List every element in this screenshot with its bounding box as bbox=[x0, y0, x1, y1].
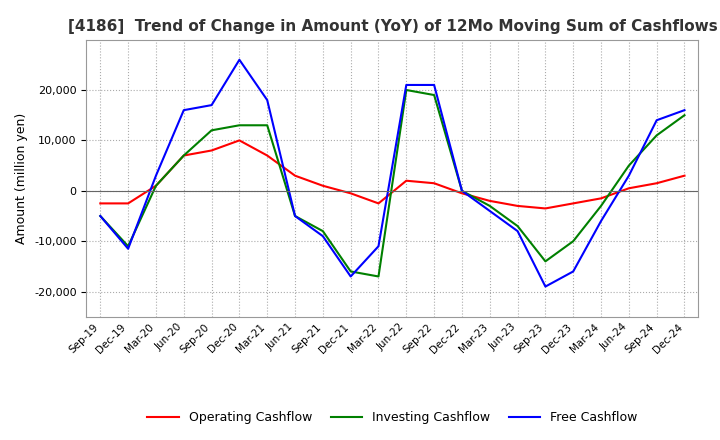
Free Cashflow bbox=[680, 107, 689, 113]
Free Cashflow bbox=[541, 284, 550, 289]
Investing Cashflow bbox=[680, 113, 689, 118]
Operating Cashflow bbox=[485, 198, 494, 204]
Operating Cashflow bbox=[541, 206, 550, 211]
Free Cashflow bbox=[624, 173, 633, 178]
Investing Cashflow bbox=[179, 153, 188, 158]
Investing Cashflow bbox=[597, 203, 606, 209]
Line: Investing Cashflow: Investing Cashflow bbox=[100, 90, 685, 276]
Operating Cashflow bbox=[430, 180, 438, 186]
Investing Cashflow bbox=[235, 123, 243, 128]
Operating Cashflow bbox=[597, 196, 606, 201]
Free Cashflow bbox=[96, 213, 104, 219]
Free Cashflow bbox=[152, 173, 161, 178]
Legend: Operating Cashflow, Investing Cashflow, Free Cashflow: Operating Cashflow, Investing Cashflow, … bbox=[143, 406, 642, 429]
Operating Cashflow bbox=[374, 201, 383, 206]
Title: [4186]  Trend of Change in Amount (YoY) of 12Mo Moving Sum of Cashflows: [4186] Trend of Change in Amount (YoY) o… bbox=[68, 19, 717, 34]
Investing Cashflow bbox=[96, 213, 104, 219]
Investing Cashflow bbox=[541, 259, 550, 264]
Investing Cashflow bbox=[374, 274, 383, 279]
Operating Cashflow bbox=[513, 203, 522, 209]
Investing Cashflow bbox=[652, 133, 661, 138]
Operating Cashflow bbox=[96, 201, 104, 206]
Line: Free Cashflow: Free Cashflow bbox=[100, 60, 685, 286]
Y-axis label: Amount (million yen): Amount (million yen) bbox=[16, 113, 29, 244]
Operating Cashflow bbox=[235, 138, 243, 143]
Operating Cashflow bbox=[152, 183, 161, 188]
Free Cashflow bbox=[402, 82, 410, 88]
Free Cashflow bbox=[318, 234, 327, 239]
Investing Cashflow bbox=[152, 183, 161, 188]
Investing Cashflow bbox=[402, 88, 410, 93]
Operating Cashflow bbox=[124, 201, 132, 206]
Operating Cashflow bbox=[458, 191, 467, 196]
Free Cashflow bbox=[430, 82, 438, 88]
Investing Cashflow bbox=[318, 228, 327, 234]
Operating Cashflow bbox=[680, 173, 689, 178]
Free Cashflow bbox=[207, 103, 216, 108]
Operating Cashflow bbox=[346, 191, 355, 196]
Investing Cashflow bbox=[207, 128, 216, 133]
Line: Operating Cashflow: Operating Cashflow bbox=[100, 140, 685, 209]
Free Cashflow bbox=[263, 97, 271, 103]
Free Cashflow bbox=[513, 228, 522, 234]
Investing Cashflow bbox=[513, 224, 522, 229]
Investing Cashflow bbox=[485, 203, 494, 209]
Free Cashflow bbox=[374, 244, 383, 249]
Free Cashflow bbox=[485, 208, 494, 213]
Operating Cashflow bbox=[318, 183, 327, 188]
Operating Cashflow bbox=[402, 178, 410, 183]
Investing Cashflow bbox=[346, 269, 355, 274]
Investing Cashflow bbox=[291, 213, 300, 219]
Operating Cashflow bbox=[569, 201, 577, 206]
Free Cashflow bbox=[291, 213, 300, 219]
Investing Cashflow bbox=[624, 163, 633, 168]
Operating Cashflow bbox=[652, 180, 661, 186]
Free Cashflow bbox=[597, 218, 606, 224]
Investing Cashflow bbox=[458, 188, 467, 194]
Operating Cashflow bbox=[179, 153, 188, 158]
Operating Cashflow bbox=[263, 153, 271, 158]
Operating Cashflow bbox=[291, 173, 300, 178]
Investing Cashflow bbox=[263, 123, 271, 128]
Free Cashflow bbox=[179, 107, 188, 113]
Free Cashflow bbox=[652, 117, 661, 123]
Free Cashflow bbox=[235, 57, 243, 62]
Investing Cashflow bbox=[124, 244, 132, 249]
Free Cashflow bbox=[458, 188, 467, 194]
Free Cashflow bbox=[569, 269, 577, 274]
Free Cashflow bbox=[346, 274, 355, 279]
Investing Cashflow bbox=[569, 238, 577, 244]
Operating Cashflow bbox=[207, 148, 216, 153]
Operating Cashflow bbox=[624, 186, 633, 191]
Investing Cashflow bbox=[430, 92, 438, 98]
Free Cashflow bbox=[124, 246, 132, 251]
